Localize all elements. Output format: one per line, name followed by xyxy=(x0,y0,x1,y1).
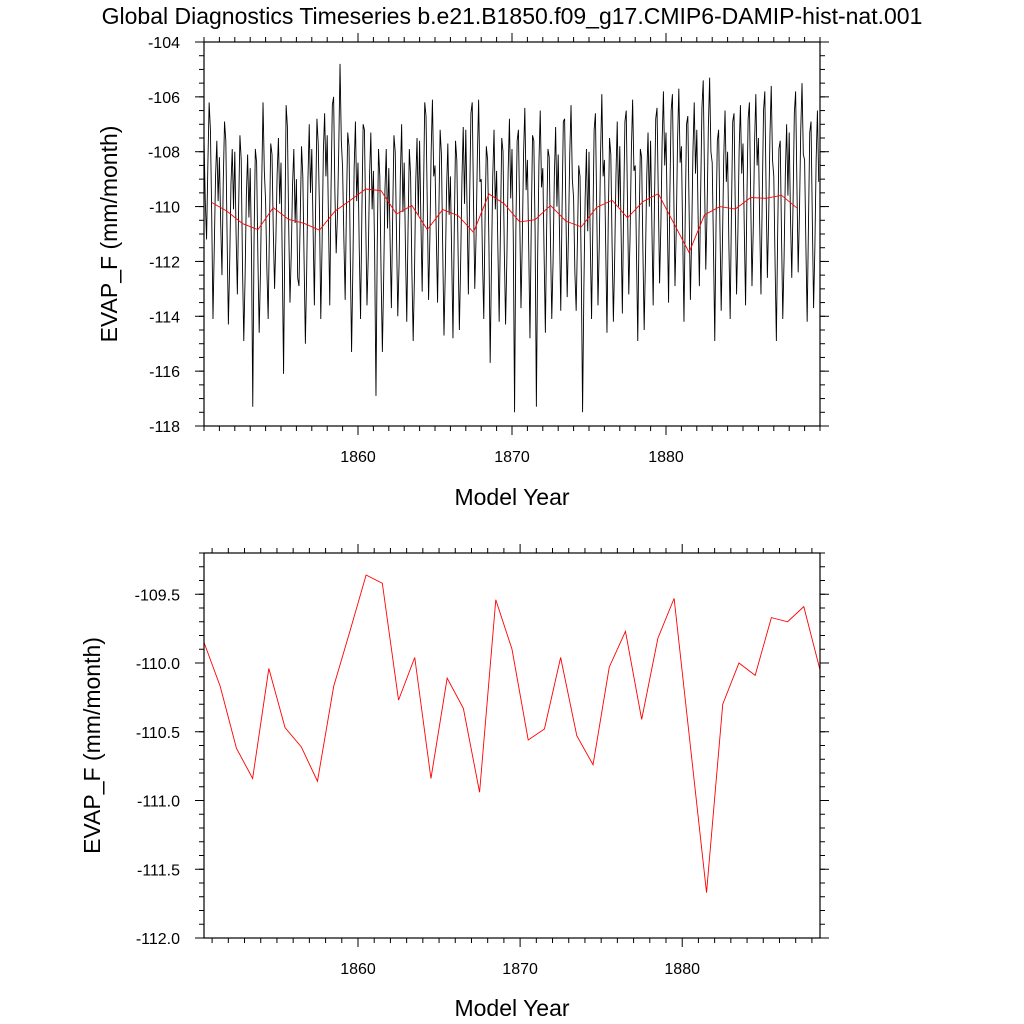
x-tick-label: 1860 xyxy=(340,449,376,466)
y-tick-label: -110.0 xyxy=(136,656,180,673)
x-tick-label: 1880 xyxy=(648,449,684,466)
y-tick-label: -104 xyxy=(148,35,180,52)
plot-frame xyxy=(203,41,821,427)
x-tick-label: 1870 xyxy=(494,449,530,466)
y-tick-label: -112.0 xyxy=(136,931,180,948)
y-tick-label: -108 xyxy=(148,145,180,162)
series-line-annual xyxy=(211,188,798,254)
y-tick-label: -109.5 xyxy=(135,587,180,604)
x-axis-title: Model Year xyxy=(454,484,569,510)
plot-frame xyxy=(203,552,821,939)
y-tick-label: -114 xyxy=(149,309,180,326)
y-tick-label: -106 xyxy=(148,90,180,107)
y-axis-title: EVAP_F (mm/month) xyxy=(79,637,105,854)
y-tick-label: -116 xyxy=(149,364,180,381)
y-tick-label: -110 xyxy=(149,200,180,217)
x-tick-label: 1870 xyxy=(502,961,538,978)
series-line-monthly xyxy=(203,63,820,413)
figure-title: Global Diagnostics Timeseries b.e21.B185… xyxy=(102,3,923,29)
top-panel: 1860 1870 1880 -104 -106 -108 -110 -112 -114 -116… xyxy=(96,33,829,510)
y-tick-label: -111.0 xyxy=(137,794,180,811)
y-axis-title: EVAP_F (mm/month) xyxy=(96,126,122,343)
x-axis-title: Model Year xyxy=(454,995,569,1021)
series-line-annual xyxy=(203,574,821,893)
x-tick-label: 1860 xyxy=(340,961,376,978)
bottom-panel: 1860 1870 1880 -109.5 -110.0 -110.5 -111.0 -111… xyxy=(79,544,829,1021)
y-tick-label: -112 xyxy=(149,254,180,271)
x-tick-label: 1880 xyxy=(664,961,700,978)
y-tick-label: -110.5 xyxy=(136,725,180,742)
y-tick-label: -111.5 xyxy=(137,862,180,879)
y-tick-label: -118 xyxy=(149,419,180,436)
